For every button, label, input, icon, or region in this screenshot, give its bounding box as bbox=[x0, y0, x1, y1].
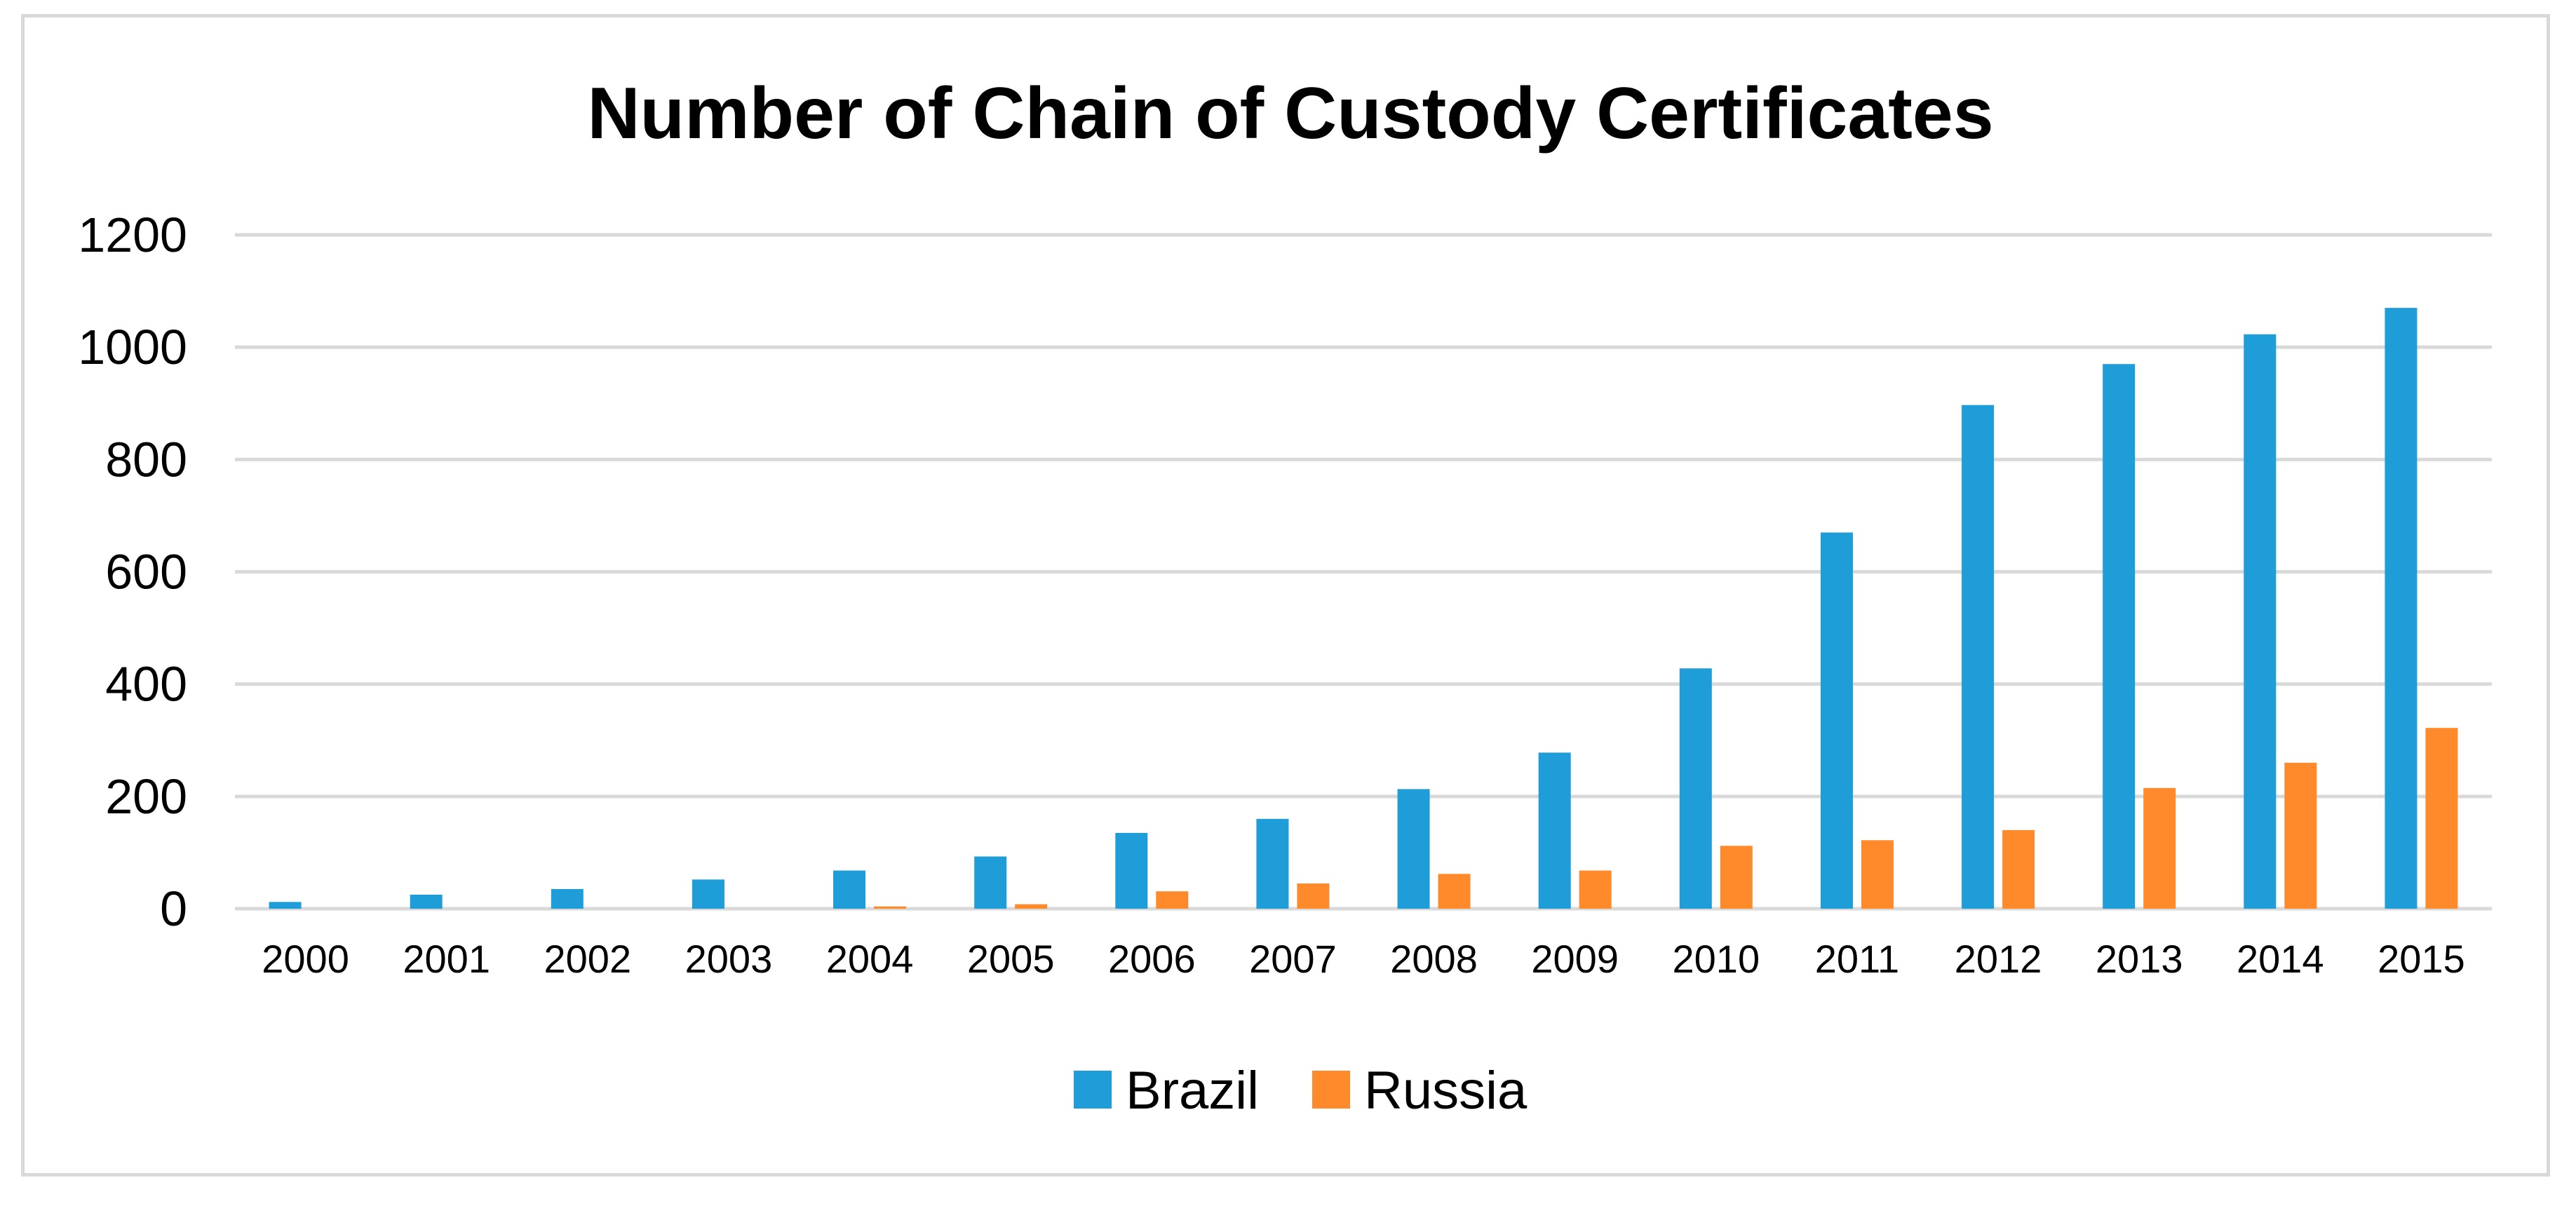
bar-russia-2012 bbox=[2002, 829, 2035, 909]
x-tick-label: 2000 bbox=[262, 937, 349, 981]
bar-brazil-2003 bbox=[692, 879, 724, 909]
y-tick-label: 200 bbox=[105, 769, 187, 824]
bar-brazil-2001 bbox=[410, 894, 443, 909]
x-tick-label: 2002 bbox=[544, 937, 632, 981]
legend-label-russia: Russia bbox=[1364, 1061, 1528, 1120]
bar-russia-2004 bbox=[874, 906, 907, 909]
x-axis-ticks: 2000 2001 2002 2003 2004 2005 2006 2007 2008 2009… bbox=[262, 937, 2464, 981]
bar-russia-2014 bbox=[2284, 762, 2317, 909]
y-tick-label: 400 bbox=[105, 657, 187, 712]
bar-russia-2005 bbox=[1015, 904, 1048, 909]
bar-russia-2010 bbox=[1720, 846, 1753, 909]
legend: Brazil Russia bbox=[1074, 1061, 1528, 1120]
x-tick-label: 2015 bbox=[2378, 937, 2465, 981]
bar-brazil-2013 bbox=[2103, 364, 2136, 909]
legend-swatch-russia bbox=[1312, 1071, 1350, 1109]
bar-brazil-2010 bbox=[1679, 668, 1712, 909]
x-tick-label: 2007 bbox=[1249, 937, 1337, 981]
bar-brazil-2014 bbox=[2244, 334, 2277, 909]
chart-title: Number of Chain of Custody Certificates bbox=[587, 73, 1993, 154]
bars bbox=[269, 308, 2458, 909]
gridlines bbox=[235, 233, 2492, 911]
bar-brazil-2004 bbox=[833, 870, 866, 909]
bar-russia-2011 bbox=[1861, 840, 1894, 909]
x-tick-label: 2004 bbox=[826, 937, 914, 981]
bar-brazil-2000 bbox=[269, 902, 302, 909]
x-tick-label: 2005 bbox=[967, 937, 1055, 981]
bar-brazil-2007 bbox=[1256, 818, 1289, 909]
bar-brazil-2005 bbox=[974, 856, 1007, 909]
y-axis-ticks: 0 200 400 600 800 1000 1200 bbox=[78, 208, 187, 936]
x-tick-label: 2010 bbox=[1673, 937, 1760, 981]
bar-brazil-2009 bbox=[1538, 752, 1571, 909]
y-tick-label: 1000 bbox=[78, 320, 187, 374]
x-tick-label: 2011 bbox=[1815, 937, 1899, 981]
x-tick-label: 2013 bbox=[2096, 937, 2183, 981]
bar-russia-2007 bbox=[1297, 883, 1330, 909]
x-tick-label: 2008 bbox=[1390, 937, 1478, 981]
x-tick-label: 2014 bbox=[2237, 937, 2324, 981]
bar-brazil-2006 bbox=[1115, 832, 1148, 909]
bar-brazil-2008 bbox=[1397, 789, 1430, 909]
bar-brazil-2011 bbox=[1820, 532, 1853, 909]
chart-canvas: Number of Chain of Custody Certificates … bbox=[78, 73, 2492, 1120]
x-tick-label: 2009 bbox=[1531, 937, 1619, 981]
bar-russia-2015 bbox=[2425, 728, 2458, 909]
bar-russia-2006 bbox=[1156, 891, 1189, 909]
bar-brazil-2012 bbox=[1962, 405, 1995, 909]
bar-brazil-2015 bbox=[2385, 308, 2417, 909]
x-tick-label: 2012 bbox=[1955, 937, 2042, 981]
bar-brazil-2002 bbox=[551, 888, 584, 909]
bar-russia-2009 bbox=[1579, 870, 1612, 909]
x-tick-label: 2006 bbox=[1108, 937, 1196, 981]
y-tick-label: 1200 bbox=[78, 208, 187, 262]
legend-label-brazil: Brazil bbox=[1126, 1061, 1259, 1120]
y-tick-label: 600 bbox=[105, 545, 187, 599]
chart-frame: Number of Chain of Custody Certificates … bbox=[21, 14, 2550, 1177]
y-tick-label: 0 bbox=[160, 881, 187, 936]
bar-russia-2013 bbox=[2143, 787, 2176, 909]
x-tick-label: 2001 bbox=[403, 937, 490, 981]
bar-russia-2008 bbox=[1438, 874, 1471, 909]
legend-swatch-brazil bbox=[1074, 1071, 1112, 1109]
y-tick-label: 800 bbox=[105, 432, 187, 487]
x-tick-label: 2003 bbox=[685, 937, 773, 981]
